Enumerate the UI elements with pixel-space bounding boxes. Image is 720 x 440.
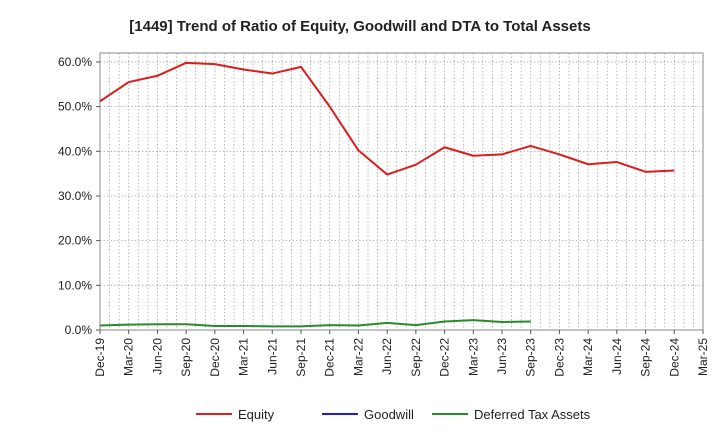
y-tick-label: 60.0% (58, 55, 92, 69)
x-tick-label: Sep-21 (294, 338, 308, 377)
y-tick-label: 20.0% (58, 234, 92, 248)
x-tick-label: Sep-24 (639, 338, 653, 377)
legend-label: Equity (238, 407, 275, 422)
y-tick-label: 50.0% (58, 100, 92, 114)
x-tick-label: Dec-19 (93, 338, 107, 377)
x-tick-label: Dec-22 (438, 338, 452, 377)
y-tick-label: 30.0% (58, 189, 92, 203)
legend-label: Deferred Tax Assets (474, 407, 591, 422)
x-tick-label: Jun-20 (150, 338, 164, 375)
x-tick-label: Sep-23 (524, 338, 538, 377)
x-tick-label: Sep-22 (409, 338, 423, 377)
x-tick-label: Mar-21 (237, 338, 251, 376)
legend: Equity Goodwill Deferred Tax Assets (196, 407, 591, 422)
x-tick-label: Sep-20 (179, 338, 193, 377)
series-line-equity (99, 61, 675, 176)
x-tick-label: Dec-24 (667, 338, 681, 377)
x-axis: Dec-19 Mar-20 Jun-20 Sep-20 Dec-20 Mar-21 Jun-… (93, 330, 710, 377)
series-layer (99, 61, 675, 328)
x-tick-label: Dec-23 (552, 338, 566, 377)
series-line-deferred-tax-assets (99, 319, 531, 328)
x-tick-label: Dec-20 (208, 338, 222, 377)
x-tick-label: Jun-22 (380, 338, 394, 375)
grid-lines (100, 53, 703, 330)
x-tick-label: Mar-24 (581, 338, 595, 376)
y-tick-label: 10.0% (58, 278, 92, 292)
x-tick-label: Mar-20 (122, 338, 136, 376)
y-tick-label: 40.0% (58, 144, 92, 158)
x-tick-label: Jun-21 (265, 338, 279, 375)
chart-title: [1449] Trend of Ratio of Equity, Goodwil… (129, 18, 590, 35)
x-tick-label: Jun-24 (610, 338, 624, 375)
x-tick-label: Mar-23 (466, 338, 480, 376)
y-axis: 0.0% 10.0% 20.0% 30.0% 40.0% 50.0% 60.0% (58, 55, 100, 337)
y-tick-label: 0.0% (65, 323, 93, 337)
x-tick-label: Jun-23 (495, 338, 509, 375)
legend-label: Goodwill (364, 407, 414, 422)
x-tick-label: Dec-21 (323, 338, 337, 377)
x-tick-label: Mar-25 (696, 338, 710, 376)
plot-area (99, 52, 704, 331)
x-tick-label: Mar-22 (351, 338, 365, 376)
